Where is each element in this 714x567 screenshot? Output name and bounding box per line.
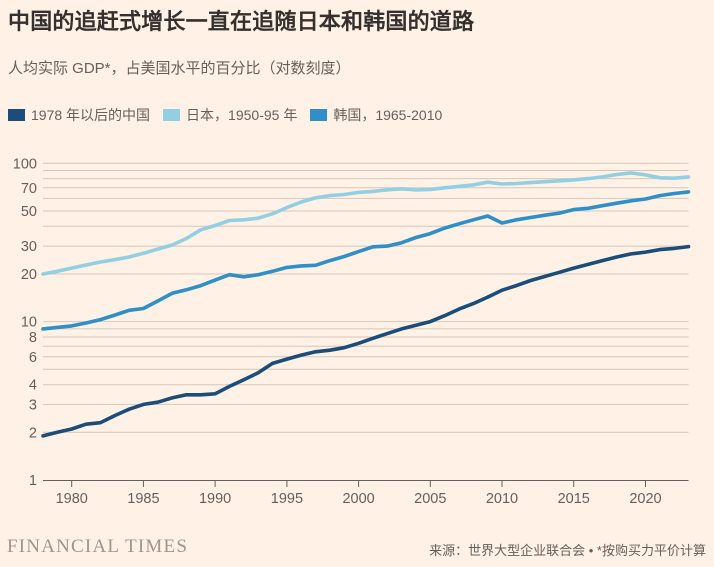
x-axis: 1980 1985 1990 1995 2000 2005 2010 2015 2020 xyxy=(43,480,689,507)
y-tick-label: 50 xyxy=(21,204,37,220)
x-tick-label: 1985 xyxy=(127,491,159,507)
source-note: 来源：世界大型企业联合会 • *按购买力平价计算 xyxy=(429,543,706,558)
y-tick-label: 2 xyxy=(29,425,37,441)
y-tick-label: 20 xyxy=(21,267,37,283)
chart-title: 中国的追赶式增长一直在追随日本和韩国的道路 xyxy=(8,9,475,34)
series-line-japan xyxy=(41,171,691,276)
y-tick-label: 30 xyxy=(21,239,37,255)
x-tick-label: 2010 xyxy=(486,491,518,507)
legend-item-japan: 日本，1950-95 年 xyxy=(163,105,297,125)
legend: 1978 年以后的中国 日本，1950-95 年 韩国，1965-2010 xyxy=(8,105,442,125)
chart-subtitle: 人均实际 GDP*，占美国水平的百分比（对数刻度） xyxy=(8,60,351,77)
series-line-china xyxy=(41,244,691,438)
x-tick-label: 2000 xyxy=(342,491,374,507)
x-tick-label: 2020 xyxy=(629,491,661,507)
y-tick-label: 100 xyxy=(13,156,37,172)
ft-logo-text: FINANCIAL TIMES xyxy=(7,536,189,557)
y-tick-label: 3 xyxy=(29,397,37,413)
x-tick-label: 1995 xyxy=(271,491,303,507)
x-tick-label: 2015 xyxy=(558,491,590,507)
y-gridlines xyxy=(43,162,689,433)
legend-item-korea: 韩国，1965-2010 xyxy=(310,105,442,125)
x-tick-label: 1980 xyxy=(56,491,88,507)
x-tick-label: 1990 xyxy=(199,491,231,507)
legend-label-korea: 韩国，1965-2010 xyxy=(333,107,443,123)
legend-label-japan: 日本，1950-95 年 xyxy=(186,107,298,123)
legend-label-china: 1978 年以后的中国 xyxy=(31,107,151,123)
x-tick-label: 2005 xyxy=(414,491,446,507)
y-tick-label: 1 xyxy=(29,473,37,489)
series-line-korea xyxy=(41,190,691,331)
legend-swatch-korea xyxy=(310,109,328,121)
y-tick-label: 70 xyxy=(21,181,37,197)
y-tick-label: 10 xyxy=(21,315,37,331)
legend-item-china: 1978 年以后的中国 xyxy=(8,105,150,125)
y-tick-label: 8 xyxy=(29,330,37,346)
y-tick-label: 4 xyxy=(29,378,37,394)
y-tick-label: 6 xyxy=(29,350,37,366)
legend-swatch-japan xyxy=(163,109,181,121)
y-axis-labels: 100 70 50 30 20 108 6 4 3 2 1 xyxy=(13,156,37,489)
legend-swatch-china xyxy=(8,109,25,121)
